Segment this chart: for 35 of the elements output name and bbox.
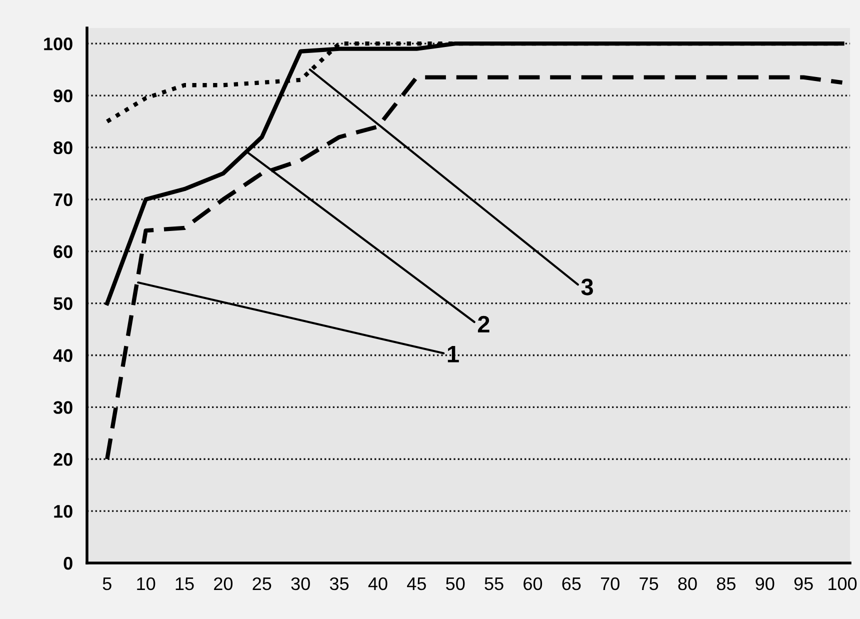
x-tick-label: 65 — [562, 577, 581, 590]
x-tick-label: 35 — [330, 577, 349, 590]
x-tick-label: 100 — [828, 577, 857, 590]
x-tick-label: 5 — [102, 578, 112, 590]
y-tick-label: 100 — [44, 38, 72, 50]
x-tick-label: 50 — [446, 577, 465, 590]
x-tick-label: 60 — [524, 577, 542, 590]
y-tick-label: 20 — [54, 453, 72, 466]
x-tick-label: 90 — [756, 577, 774, 590]
annotation: 1 — [448, 346, 459, 362]
x-tick-label: 85 — [716, 577, 736, 590]
annotation: 2 — [478, 316, 490, 332]
x-tick-label: 80 — [678, 577, 697, 590]
y-tick-label: 30 — [53, 401, 72, 414]
y-tick-label: 60 — [54, 245, 72, 258]
x-tick-label: 95 — [794, 577, 813, 590]
y-tick-label: 50 — [54, 297, 72, 310]
x-tick-label: 30 — [291, 577, 310, 590]
x-tick-label: 45 — [407, 578, 426, 590]
y-tick-label: 40 — [53, 349, 72, 362]
y-tick-label: 70 — [54, 193, 72, 206]
x-tick-label: 15 — [176, 578, 194, 590]
y-tick-label: 90 — [54, 89, 72, 102]
x-tick-label: 70 — [600, 577, 620, 590]
line-series — [105, 75, 844, 462]
x-tick-label: 10 — [137, 577, 156, 590]
x-tick-label: 40 — [368, 577, 388, 590]
x-tick-label: 75 — [640, 578, 658, 590]
y-tick-label: 0 — [64, 556, 72, 570]
annotation: 3 — [581, 278, 593, 296]
x-tick-label: 25 — [252, 577, 272, 590]
y-tick-label: 80 — [54, 141, 72, 154]
y-tick-label: 10 — [54, 504, 72, 518]
x-tick-label: 20 — [214, 577, 233, 590]
x-tick-label: 55 — [484, 578, 504, 590]
